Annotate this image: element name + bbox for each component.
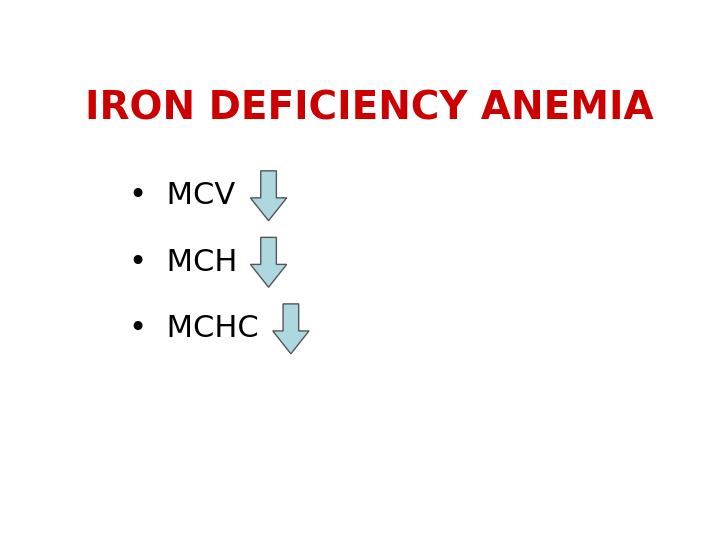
Text: •  MCH: • MCH [129,248,238,277]
Polygon shape [273,304,309,354]
Text: IRON DEFICIENCY ANEMIA: IRON DEFICIENCY ANEMIA [85,90,653,127]
Polygon shape [251,171,287,221]
Text: •  MCHC: • MCHC [129,314,258,343]
Text: •  MCV: • MCV [129,181,235,210]
Polygon shape [251,238,287,287]
